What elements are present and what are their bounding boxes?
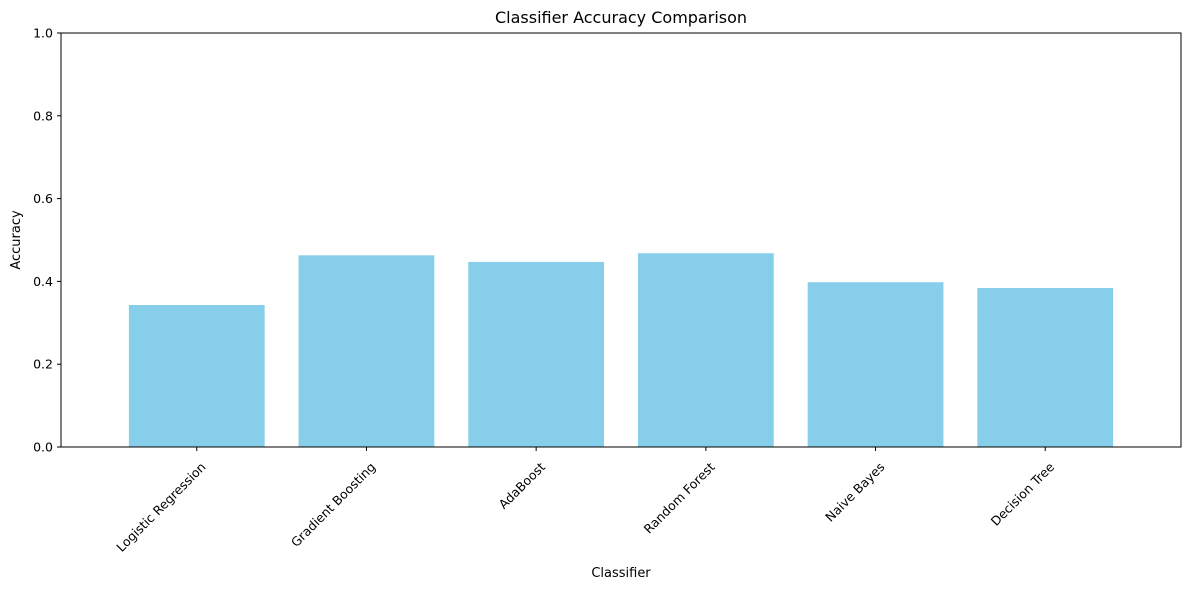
x-tick-label-5: Decision Tree: [988, 459, 1058, 529]
x-axis: Logistic Regression Gradient Boosting AdaB…: [113, 447, 1057, 555]
chart-title: Classifier Accuracy Comparison: [495, 8, 747, 27]
bars-group: [128, 253, 1114, 447]
x-tick-label-4: Naive Bayes: [822, 459, 887, 524]
bar-0: [128, 305, 265, 447]
bar-2: [468, 261, 605, 447]
y-tick-label-5: 1.0: [33, 26, 53, 41]
bar-5: [977, 288, 1114, 447]
y-tick-label-1: 0.2: [33, 357, 53, 372]
bar-3: [637, 253, 774, 447]
bar-4: [807, 282, 944, 447]
y-tick-label-3: 0.6: [33, 191, 53, 206]
x-axis-label: Classifier: [591, 566, 651, 581]
y-axis-label: Accuracy: [9, 210, 24, 270]
y-tick-label-0: 0.0: [33, 440, 53, 455]
x-tick-label-1: Gradient Boosting: [288, 459, 379, 550]
x-tick-label-3: Random Forest: [641, 459, 718, 536]
y-tick-label-4: 0.8: [33, 108, 53, 123]
plot-frame: [60, 32, 1182, 448]
bar-1: [298, 255, 435, 447]
x-tick-label-2: AdaBoost: [496, 459, 549, 512]
y-tick-label-2: 0.4: [33, 274, 53, 289]
y-axis: 0.0 0.2 0.4 0.6 0.8 1.0: [33, 26, 61, 455]
x-tick-label-0: Logistic Regression: [113, 459, 208, 554]
